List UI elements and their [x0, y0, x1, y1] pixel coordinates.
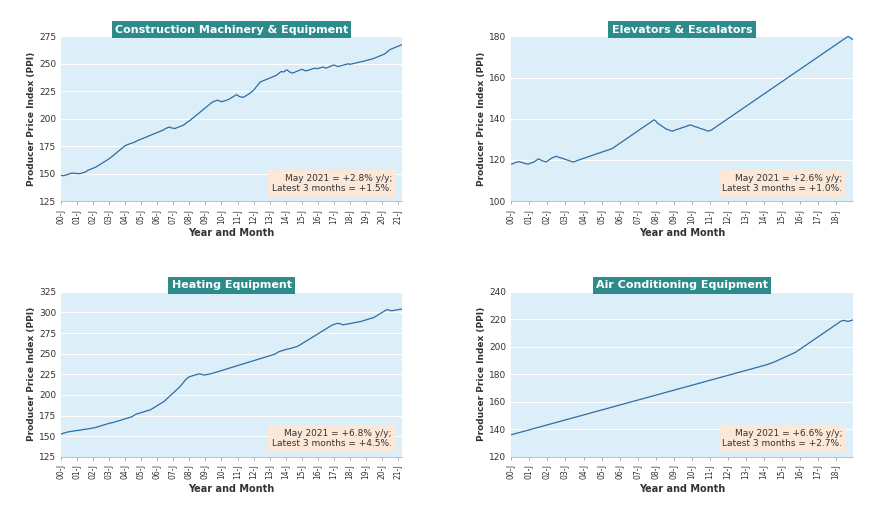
Y-axis label: Producer Price Index (PPI): Producer Price Index (PPI) [477, 307, 486, 442]
Text: Construction Machinery & Equipment: Construction Machinery & Equipment [115, 25, 348, 35]
Y-axis label: Producer Price Index (PPI): Producer Price Index (PPI) [27, 51, 36, 186]
Text: May 2021 = +2.8% y/y;
Latest 3 months = +1.5%.: May 2021 = +2.8% y/y; Latest 3 months = … [271, 173, 391, 193]
X-axis label: Year and Month: Year and Month [638, 484, 724, 494]
Text: May 2021 = +2.6% y/y;
Latest 3 months = +1.0%.: May 2021 = +2.6% y/y; Latest 3 months = … [721, 173, 841, 193]
Y-axis label: Producer Price Index (PPI): Producer Price Index (PPI) [27, 307, 36, 442]
Text: Heating Equipment: Heating Equipment [171, 280, 291, 290]
Y-axis label: Producer Price Index (PPI): Producer Price Index (PPI) [477, 51, 486, 186]
X-axis label: Year and Month: Year and Month [638, 228, 724, 238]
X-axis label: Year and Month: Year and Month [189, 228, 275, 238]
Text: Air Conditioning Equipment: Air Conditioning Equipment [595, 280, 767, 290]
Text: May 2021 = +6.8% y/y;
Latest 3 months = +4.5%.: May 2021 = +6.8% y/y; Latest 3 months = … [272, 429, 391, 448]
Text: Elevators & Escalators: Elevators & Escalators [611, 25, 752, 35]
Text: May 2021 = +6.6% y/y;
Latest 3 months = +2.7%.: May 2021 = +6.6% y/y; Latest 3 months = … [721, 429, 841, 448]
X-axis label: Year and Month: Year and Month [189, 484, 275, 494]
